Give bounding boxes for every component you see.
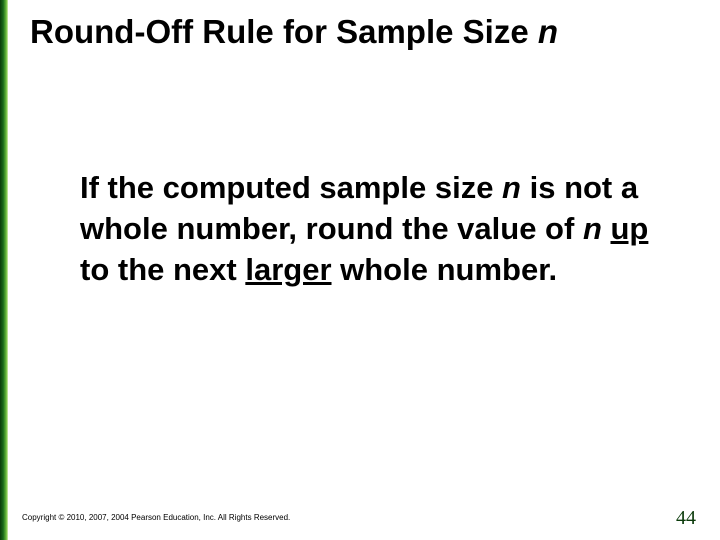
slide-body: If the computed sample size n is not a w… bbox=[80, 168, 660, 291]
page-number: 44 bbox=[676, 507, 696, 530]
body-seg3 bbox=[602, 211, 611, 246]
copyright-text: Copyright © 2010, 2007, 2004 Pearson Edu… bbox=[22, 513, 290, 522]
body-seg5: whole number. bbox=[332, 252, 558, 287]
body-underline-up: up bbox=[611, 211, 649, 246]
body-underline-larger: larger bbox=[245, 252, 331, 287]
body-seg1: If the computed sample size bbox=[80, 170, 502, 205]
title-text: Round-Off Rule for Sample Size bbox=[30, 13, 538, 50]
title-variable-n: n bbox=[538, 13, 558, 50]
body-seg4: to the next bbox=[80, 252, 245, 287]
sidebar-accent bbox=[0, 0, 8, 540]
body-var-n-2: n bbox=[583, 211, 602, 246]
slide: Round-Off Rule for Sample Size n If the … bbox=[0, 0, 720, 540]
slide-title: Round-Off Rule for Sample Size n bbox=[30, 14, 700, 50]
body-var-n-1: n bbox=[502, 170, 521, 205]
